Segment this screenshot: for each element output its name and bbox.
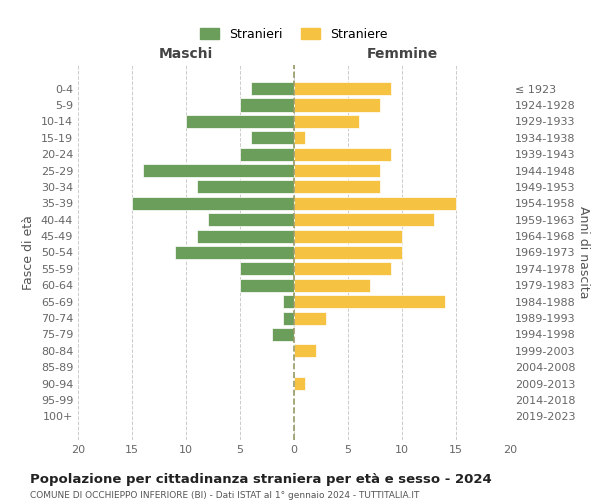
- Bar: [197, 230, 294, 242]
- Bar: [175, 246, 294, 259]
- Bar: [240, 98, 294, 112]
- Y-axis label: Anni di nascita: Anni di nascita: [577, 206, 589, 298]
- Bar: [294, 295, 445, 308]
- Text: Popolazione per cittadinanza straniera per età e sesso - 2024: Popolazione per cittadinanza straniera p…: [30, 472, 492, 486]
- Bar: [294, 82, 391, 95]
- Bar: [143, 164, 294, 177]
- Bar: [294, 230, 402, 242]
- Bar: [294, 164, 380, 177]
- Bar: [251, 82, 294, 95]
- Bar: [294, 344, 316, 358]
- Text: COMUNE DI OCCHIEPPO INFERIORE (BI) - Dati ISTAT al 1° gennaio 2024 - TUTTITALIA.: COMUNE DI OCCHIEPPO INFERIORE (BI) - Dat…: [30, 491, 419, 500]
- Bar: [283, 312, 294, 324]
- Bar: [294, 115, 359, 128]
- Text: Femmine: Femmine: [367, 48, 437, 61]
- Bar: [197, 180, 294, 194]
- Bar: [294, 197, 456, 210]
- Bar: [294, 246, 402, 259]
- Bar: [294, 312, 326, 324]
- Bar: [240, 148, 294, 160]
- Bar: [294, 131, 305, 144]
- Bar: [294, 98, 380, 112]
- Bar: [294, 377, 305, 390]
- Bar: [240, 262, 294, 276]
- Legend: Stranieri, Straniere: Stranieri, Straniere: [196, 22, 392, 46]
- Bar: [132, 197, 294, 210]
- Bar: [294, 262, 391, 276]
- Bar: [240, 278, 294, 292]
- Bar: [186, 115, 294, 128]
- Bar: [208, 213, 294, 226]
- Bar: [283, 295, 294, 308]
- Bar: [294, 213, 434, 226]
- Bar: [294, 180, 380, 194]
- Bar: [294, 278, 370, 292]
- Bar: [272, 328, 294, 341]
- Bar: [251, 131, 294, 144]
- Text: Maschi: Maschi: [159, 48, 213, 61]
- Y-axis label: Fasce di età: Fasce di età: [22, 215, 35, 290]
- Bar: [294, 148, 391, 160]
